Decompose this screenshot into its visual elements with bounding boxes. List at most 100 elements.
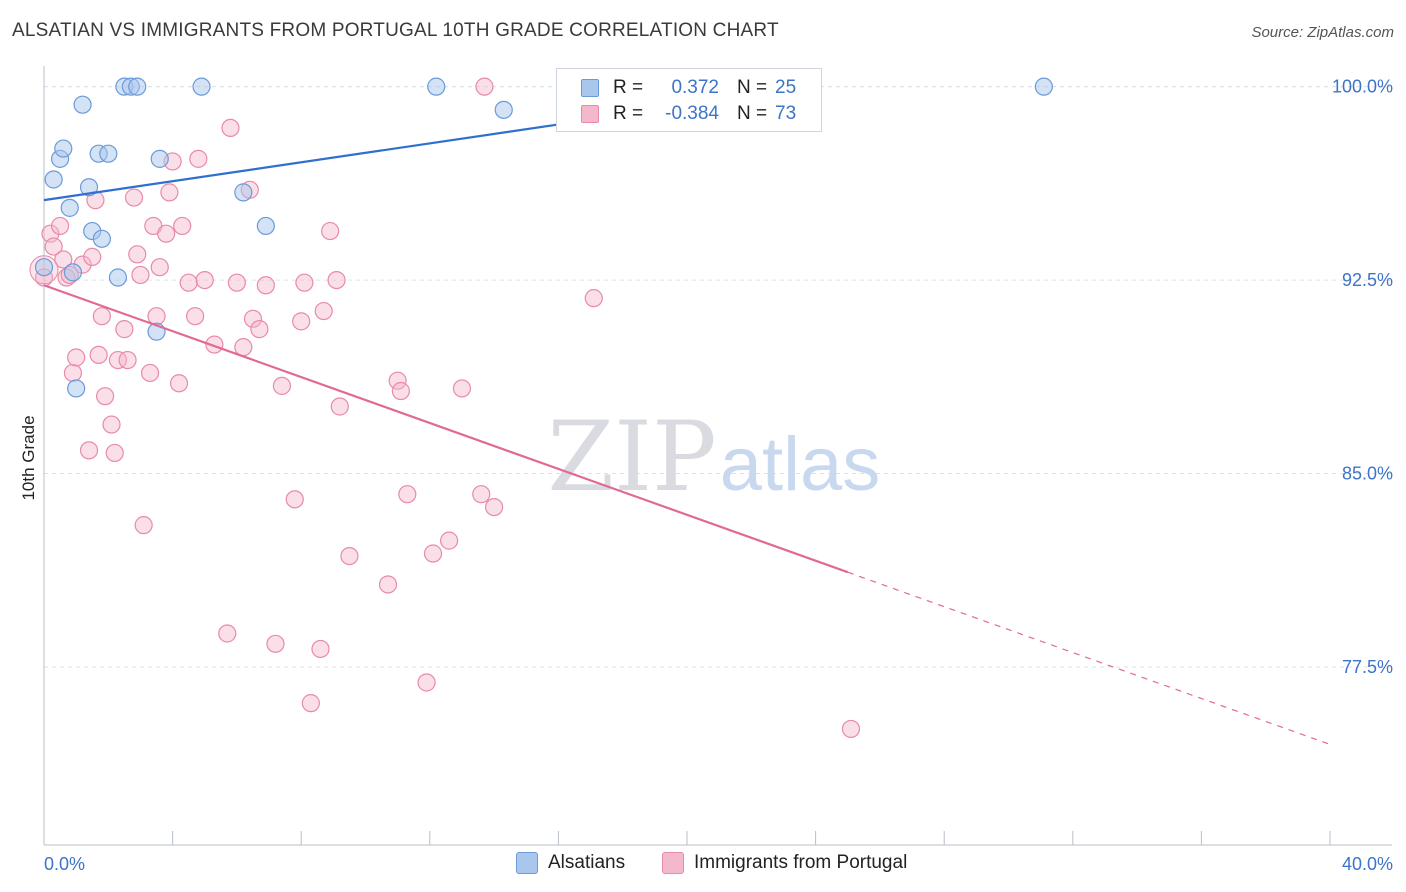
portugal-point	[841, 719, 861, 739]
portugal-point	[272, 376, 292, 395]
bottom-legend-portugal: Immigrants from Portugal	[662, 852, 907, 874]
y-tick-label: 77.5%	[1342, 657, 1393, 677]
y-tick-label: 85.0%	[1342, 464, 1393, 484]
alsatians-point	[60, 198, 79, 217]
bottom-legend-alsatians-label: Alsatians	[548, 852, 626, 873]
portugal-point	[398, 485, 417, 504]
series-portugal-points	[29, 77, 861, 739]
bottom-legend-alsatians: Alsatians	[516, 852, 625, 874]
portugal-trend-solid	[43, 284, 849, 574]
legend-n-value-portugal: 73	[775, 103, 797, 124]
portugal-point	[140, 363, 160, 383]
portugal-trend-dashed	[847, 571, 1331, 745]
alsatians-point	[67, 379, 86, 398]
portugal-point	[417, 673, 436, 692]
portugal-point	[295, 273, 314, 292]
portugal-point	[250, 320, 269, 339]
portugal-point	[173, 216, 192, 236]
portugal-point	[292, 312, 311, 331]
grid-lines	[44, 86, 1392, 668]
legend-r-value-portugal: -0.384	[665, 103, 719, 124]
portugal-point	[63, 363, 83, 383]
portugal-point	[330, 397, 349, 416]
alsatians-legend-swatch	[516, 852, 538, 874]
y-axis-label: 10th Grade	[19, 415, 38, 500]
legend-n-value-alsatians: 25	[775, 77, 797, 98]
alsatians-point	[92, 229, 111, 248]
bottom-legend: Alsatians Immigrants from Portugal	[0, 852, 1406, 878]
legend-box: R = 0.372 N = 25 R = -0.384 N = 73	[556, 68, 822, 132]
alsatians-point	[73, 95, 92, 114]
watermark-atlas: atlas	[720, 422, 881, 507]
alsatians-point	[192, 77, 211, 96]
alsatians-point	[54, 139, 73, 158]
portugal-point	[92, 307, 111, 326]
alsatians-point	[1034, 77, 1053, 96]
portugal-point	[150, 258, 169, 277]
legend-r-label: R =	[613, 103, 644, 124]
portugal-point	[118, 350, 137, 370]
portugal-point	[301, 694, 320, 713]
portugal-point	[44, 237, 63, 256]
legend-r-label: R =	[613, 77, 644, 98]
portugal-point	[195, 270, 214, 290]
portugal-point	[314, 301, 333, 321]
alsatians-point	[494, 100, 513, 119]
portugal-point	[285, 490, 304, 509]
chart-title: ALSATIAN VS IMMIGRANTS FROM PORTUGAL 10T…	[12, 20, 779, 41]
portugal-point	[472, 485, 491, 504]
portugal-point	[388, 371, 407, 390]
tick-labels: 77.5% 85.0% 92.5% 100.0% 0.0% 40.0%	[44, 77, 1393, 874]
portugal-point	[115, 320, 134, 339]
portugal-point	[83, 247, 102, 266]
portugal-point	[54, 250, 73, 269]
portugal-point	[321, 221, 340, 241]
portugal-point	[221, 118, 240, 138]
watermark: ZIP atlas	[547, 401, 880, 513]
y-tick-label: 92.5%	[1342, 270, 1393, 290]
bottom-legend-portugal-label: Immigrants from Portugal	[694, 852, 908, 873]
portugal-point	[227, 273, 246, 292]
portugal-legend-swatch	[662, 852, 684, 874]
portugal-point	[218, 624, 237, 643]
alsatians-point	[427, 77, 446, 96]
alsatians-point	[44, 170, 63, 189]
legend-r-value-alsatians: 0.372	[671, 77, 719, 98]
series-alsatians-points	[34, 77, 1053, 398]
portugal-point	[340, 546, 359, 566]
portugal-point	[157, 224, 176, 243]
portugal-point	[391, 381, 410, 401]
portugal-point	[128, 245, 147, 264]
alsatians-point	[108, 268, 128, 287]
portugal-point	[311, 639, 330, 659]
portugal-point	[189, 149, 208, 168]
portugal-swatch	[581, 105, 599, 123]
portugal-point	[256, 276, 275, 295]
portugal-point	[79, 441, 99, 460]
portugal-point	[485, 497, 504, 517]
portugal-point	[89, 345, 108, 365]
portugal-point	[243, 309, 263, 328]
alsatians-point	[63, 263, 83, 282]
portugal-point	[108, 350, 128, 370]
portugal-point	[134, 516, 153, 535]
portugal-point	[423, 544, 443, 563]
legend-n-label: N =	[737, 103, 768, 124]
x-tick-label: 0.0%	[44, 854, 85, 874]
alsatians-point	[234, 183, 253, 202]
portugal-point	[67, 348, 86, 367]
portugal-point	[475, 77, 494, 96]
alsatians-swatch	[581, 79, 599, 97]
portugal-point	[131, 265, 150, 285]
legend-n-label: N =	[737, 77, 768, 98]
portugal-point	[102, 415, 121, 434]
portugal-point	[105, 443, 124, 463]
portugal-point	[160, 183, 179, 202]
alsatians-point	[256, 216, 275, 236]
alsatians-point	[128, 77, 147, 96]
alsatians-point	[79, 178, 99, 197]
portugal-point	[584, 289, 603, 308]
portugal-point	[95, 387, 115, 406]
alsatians-point	[150, 149, 169, 168]
y-tick-label: 100.0%	[1332, 77, 1393, 97]
